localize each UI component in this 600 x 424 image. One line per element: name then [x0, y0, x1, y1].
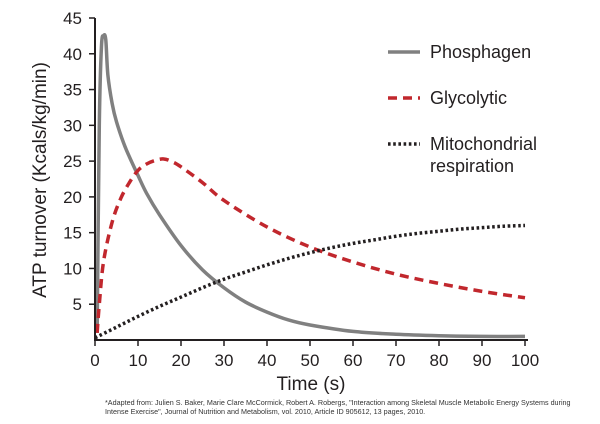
x-tick-label: 90: [473, 351, 492, 370]
legend: Phosphagen Glycolytic Mitochondrial respira…: [388, 42, 537, 176]
legend-label-2: Mitochondrial respiration: [430, 134, 537, 176]
x-tick-label: 60: [344, 351, 363, 370]
y-tick-label: 5: [73, 295, 82, 314]
ticks-layer: 0 10 20 30 40 50 60 70 80 90 100 5 10 15 20 25 30 35 40 45: [63, 9, 539, 370]
y-tick-label: 40: [63, 45, 82, 64]
series-line-0: [95, 33, 526, 339]
legend-label-0: Phosphagen: [430, 42, 531, 62]
x-tick-label: 10: [129, 351, 148, 370]
y-axis-title: ATP turnover (Kcals/kg/min): [30, 62, 51, 298]
legend-label-1: Glycolytic: [430, 88, 507, 108]
y-tick-label: 15: [63, 224, 82, 243]
y-tick-label: 25: [63, 152, 82, 171]
y-tick-label: 45: [63, 9, 82, 28]
atp-turnover-chart: 0 10 20 30 40 50 60 70 80 90 10051015202530354045 …: [30, 9, 539, 395]
x-tick-label: 40: [258, 351, 277, 370]
series-line-2: [94, 223, 526, 340]
y-tick-label: 35: [63, 81, 82, 100]
x-tick-label: 20: [172, 351, 191, 370]
y-tick-label: 30: [63, 116, 82, 135]
x-tick-label: 100: [511, 351, 539, 370]
source-footnote: *Adapted from: Julien S. Baker, Marie Cl…: [105, 398, 571, 416]
x-tick-label: 80: [430, 351, 449, 370]
x-tick-label: 30: [215, 351, 234, 370]
y-tick-label: 10: [63, 259, 82, 278]
y-tick-label: 20: [63, 188, 82, 207]
x-tick-label: 0: [90, 351, 99, 370]
series-layer: [94, 33, 526, 340]
x-tick-label: 70: [387, 351, 406, 370]
x-axis-title: Time (s): [277, 374, 346, 395]
series-line-1: [95, 157, 526, 333]
x-tick-label: 50: [301, 351, 320, 370]
